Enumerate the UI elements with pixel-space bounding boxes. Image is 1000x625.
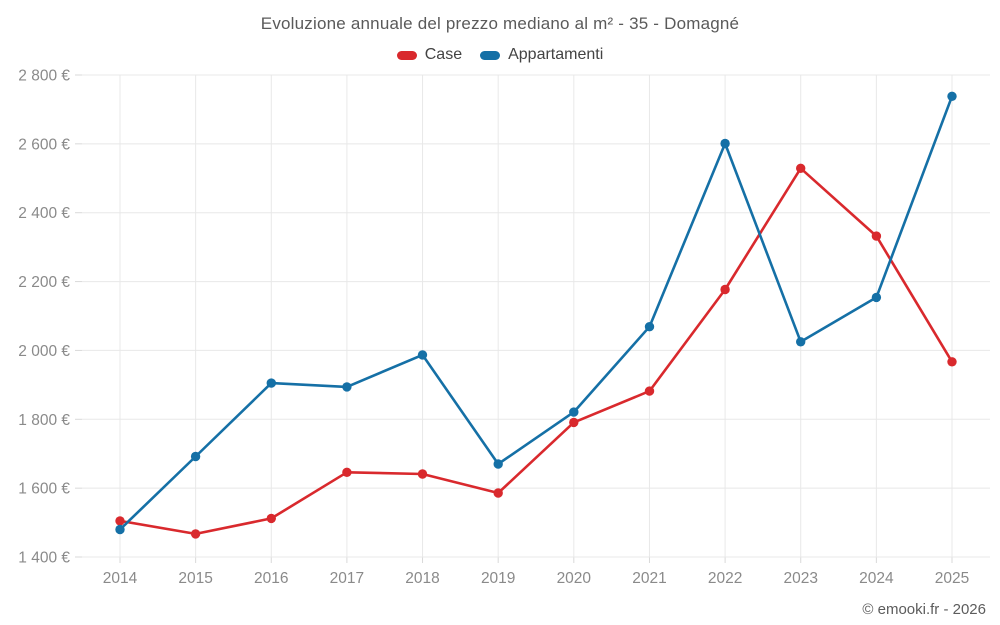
data-point-appartamenti-2025[interactable] [947, 91, 957, 102]
data-point-case-2016[interactable] [266, 513, 276, 524]
y-axis-label: 2 200 € [18, 274, 70, 291]
data-point-appartamenti-2021[interactable] [644, 322, 655, 332]
y-axis-label: 2 000 € [18, 343, 70, 360]
data-point-appartamenti-2019[interactable] [493, 459, 503, 469]
x-axis-label: 2019 [481, 570, 515, 587]
data-point-appartamenti-2016[interactable] [266, 378, 276, 388]
data-point-appartamenti-2015[interactable] [190, 451, 201, 462]
x-axis-label: 2025 [935, 570, 969, 587]
data-point-case-2021[interactable] [644, 386, 655, 396]
chart-title: Evoluzione annuale del prezzo mediano al… [260, 14, 740, 33]
legend-item-label: Case [424, 46, 463, 63]
data-point-appartamenti-2023[interactable] [796, 337, 806, 347]
x-axis-label: 2014 [103, 570, 138, 587]
legend-swatch [480, 50, 501, 60]
y-axis-label: 2 800 € [18, 68, 70, 85]
data-point-case-2019[interactable] [493, 488, 503, 498]
legend-item-appartamenti[interactable]: Appartamenti [480, 46, 603, 64]
x-axis-label: 2017 [330, 570, 364, 587]
data-point-case-2014[interactable] [115, 516, 125, 526]
data-point-appartamenti-2024[interactable] [871, 292, 882, 303]
legend-item-label: Appartamenti [508, 46, 604, 63]
y-axis-label: 1 600 € [18, 481, 70, 498]
data-point-case-2023[interactable] [796, 163, 806, 173]
x-axis-label: 2018 [405, 570, 439, 587]
data-point-case-2025[interactable] [947, 357, 957, 367]
data-point-case-2020[interactable] [569, 417, 579, 428]
x-axis-label: 2023 [783, 570, 817, 587]
data-point-case-2022[interactable] [720, 284, 730, 295]
x-axis-label: 2024 [859, 570, 894, 587]
y-axis-label: 2 400 € [18, 205, 70, 222]
series-line-appartamenti [118, 95, 954, 531]
y-axis-label: 1 400 € [18, 550, 70, 567]
x-axis-label: 2016 [254, 570, 288, 587]
x-axis-label: 2015 [178, 570, 212, 587]
legend-item-case[interactable]: Case [396, 46, 463, 64]
chart-attribution: © emooki.fr - 2026 [862, 601, 986, 618]
x-axis-label: 2021 [632, 570, 666, 587]
data-point-appartamenti-2018[interactable] [417, 350, 428, 360]
data-point-case-2018[interactable] [417, 469, 428, 479]
legend-swatch [396, 50, 417, 60]
data-point-appartamenti-2017[interactable] [342, 382, 352, 392]
data-point-case-2015[interactable] [190, 529, 201, 539]
data-point-appartamenti-2022[interactable] [720, 138, 730, 149]
data-point-case-2017[interactable] [342, 467, 352, 477]
y-axis-label: 2 600 € [18, 136, 70, 153]
x-axis-label: 2022 [708, 570, 742, 587]
series-line-case [118, 167, 954, 536]
y-axis-label: 1 800 € [18, 412, 70, 429]
data-point-appartamenti-2020[interactable] [569, 407, 579, 417]
x-axis-label: 2020 [557, 570, 592, 587]
data-point-case-2024[interactable] [871, 231, 882, 241]
chart-legend: Case Appartamenti [0, 46, 1000, 64]
data-point-appartamenti-2014[interactable] [115, 524, 125, 535]
